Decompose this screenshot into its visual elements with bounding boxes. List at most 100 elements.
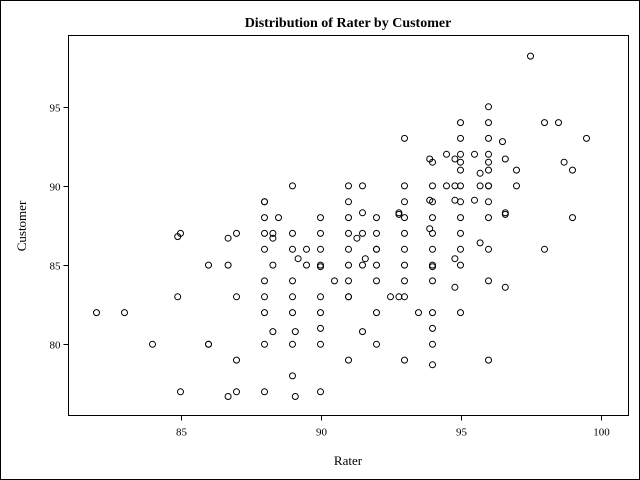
data-point <box>317 388 324 396</box>
data-point <box>457 245 464 253</box>
data-point <box>457 182 464 190</box>
data-point <box>485 158 492 166</box>
data-point <box>345 261 352 269</box>
data-point <box>501 283 509 291</box>
data-point <box>345 182 352 190</box>
data-point <box>373 214 380 222</box>
data-point <box>317 293 324 301</box>
data-point <box>373 261 380 269</box>
data-point <box>345 293 352 301</box>
data-point <box>401 261 408 269</box>
data-point <box>569 214 576 222</box>
data-point <box>233 229 240 237</box>
data-point <box>401 134 408 142</box>
data-point <box>174 293 182 301</box>
data-point <box>443 150 450 158</box>
data-point <box>205 261 212 269</box>
data-point <box>457 158 464 166</box>
data-point <box>269 234 277 242</box>
plot-area <box>68 35 629 416</box>
data-point <box>395 210 403 218</box>
data-point <box>373 229 380 237</box>
data-point <box>415 309 422 317</box>
data-point <box>451 155 459 163</box>
data-point <box>429 182 436 190</box>
data-point <box>359 229 366 237</box>
data-point <box>121 309 128 317</box>
data-point <box>541 119 548 127</box>
data-point <box>359 328 366 336</box>
data-point <box>471 196 478 204</box>
data-point <box>233 356 240 364</box>
data-point <box>401 277 408 285</box>
data-point <box>429 158 436 166</box>
chart-title: Distribution of Rater by Customer <box>245 16 452 31</box>
data-point <box>451 196 459 204</box>
data-point <box>457 229 464 237</box>
data-point <box>261 277 268 285</box>
y-tick-label: 85 <box>50 261 62 273</box>
data-point <box>443 182 450 190</box>
data-point <box>451 283 459 291</box>
data-point <box>289 372 296 380</box>
data-point <box>317 214 324 222</box>
data-point <box>224 393 232 400</box>
data-point <box>261 293 268 301</box>
data-point <box>373 309 380 317</box>
data-point <box>401 293 408 301</box>
y-axis: 80 85 90 95 <box>50 103 69 352</box>
data-point <box>429 198 436 206</box>
data-point <box>289 309 296 317</box>
data-point <box>261 309 268 317</box>
data-point <box>457 214 464 222</box>
data-point <box>501 155 509 163</box>
data-point <box>205 340 212 348</box>
data-point <box>261 229 268 237</box>
data-point <box>485 119 492 127</box>
data-point <box>560 158 568 166</box>
data-point <box>513 182 520 190</box>
data-point <box>485 166 492 174</box>
data-point <box>289 277 296 285</box>
data-point <box>269 229 277 237</box>
data-point <box>485 150 492 158</box>
data-point <box>303 261 310 269</box>
data-point <box>345 198 352 206</box>
x-tick-label: 90 <box>316 427 328 439</box>
data-point <box>289 245 296 253</box>
data-point <box>457 119 464 127</box>
y-axis-label: Customer <box>14 200 29 251</box>
data-point <box>457 150 464 158</box>
data-point <box>457 134 464 142</box>
data-point <box>93 309 100 317</box>
data-point <box>261 214 268 222</box>
x-tick-label: 85 <box>176 427 188 439</box>
data-point <box>373 245 380 253</box>
data-point <box>224 261 232 269</box>
x-axis: 85 90 95 100 <box>176 415 610 439</box>
data-point <box>569 166 576 174</box>
data-point <box>499 138 506 146</box>
data-point <box>485 277 492 285</box>
y-tick-label: 80 <box>50 340 62 352</box>
data-point <box>289 229 296 237</box>
data-point <box>345 214 352 222</box>
data-points <box>93 52 590 400</box>
data-point <box>353 234 361 242</box>
data-point <box>429 361 436 369</box>
data-point <box>401 245 408 253</box>
data-point <box>269 328 277 336</box>
data-point <box>275 214 282 222</box>
data-point <box>457 198 464 206</box>
data-point <box>317 229 324 237</box>
data-point <box>583 134 590 142</box>
y-tick-label: 90 <box>50 182 62 194</box>
data-point <box>359 209 366 217</box>
data-point <box>429 340 436 348</box>
data-point <box>291 328 299 336</box>
data-point <box>261 198 268 206</box>
data-point <box>289 293 296 301</box>
data-point <box>359 261 366 269</box>
data-point <box>429 277 436 285</box>
